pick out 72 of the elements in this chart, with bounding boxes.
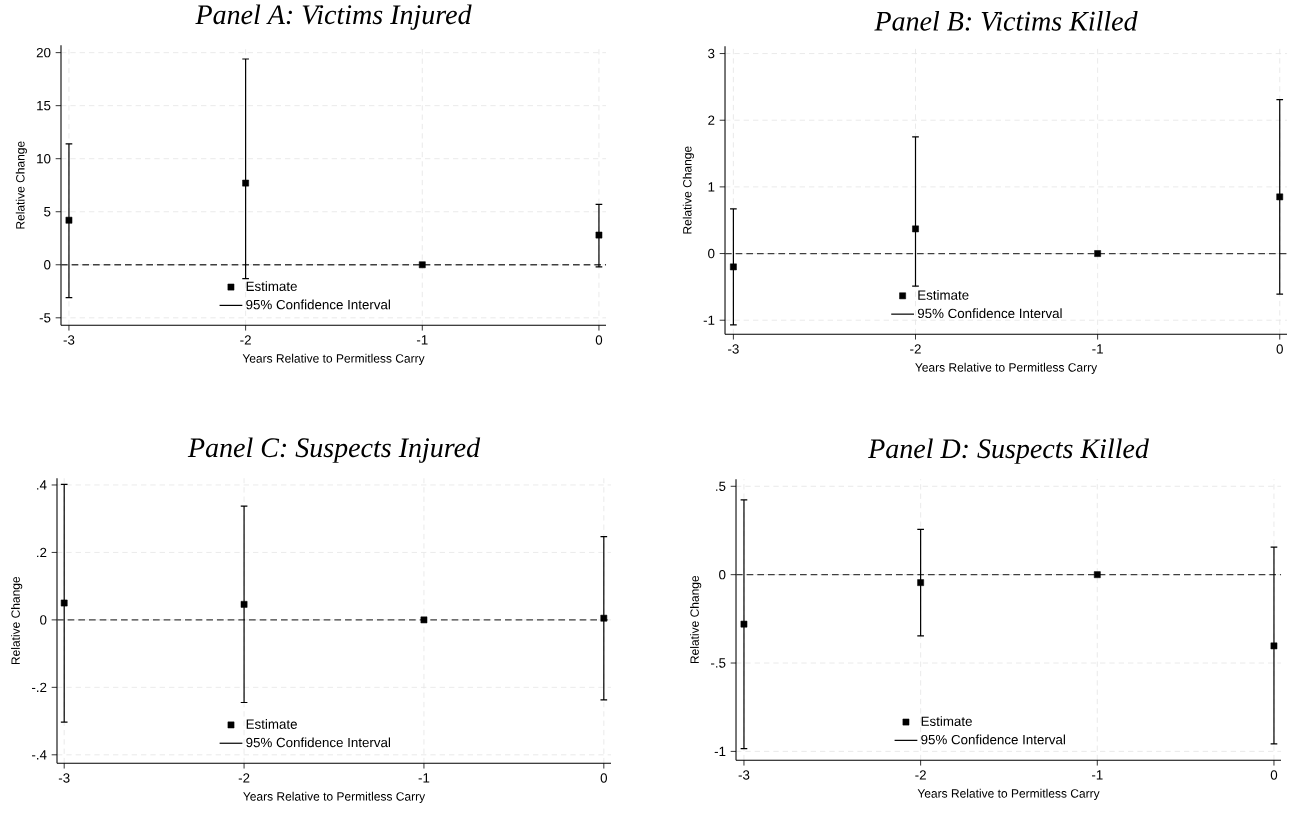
point — [242, 179, 249, 187]
point — [240, 600, 248, 608]
y-tick-label: .4 — [37, 480, 47, 490]
y-tick-label: 15 — [37, 100, 51, 111]
x-axis-title: Years Relative to Permitless Carry — [917, 788, 1100, 800]
x-tick-label: -2 — [238, 773, 250, 783]
x-tick-label: -2 — [915, 770, 926, 780]
point — [60, 599, 68, 607]
point — [65, 216, 73, 224]
y-tick-label: -1 — [703, 315, 715, 325]
legend-label: Estimate — [918, 289, 969, 300]
y-tick-label: 10 — [37, 153, 51, 164]
y-tick-label: 3 — [708, 48, 715, 59]
point — [418, 261, 426, 268]
chart-title: Panel B: Victims Killed — [874, 10, 1138, 31]
y-tick-label: .2 — [37, 547, 47, 557]
y-axis-title: Relative Change — [682, 146, 694, 234]
chart-title: Panel A: Victims Injured — [195, 4, 472, 30]
y-axis-title: Relative Change — [11, 576, 23, 664]
x-axis-title: Years Relative to Permitless Carry — [243, 791, 426, 803]
y-tick-label: -1 — [714, 746, 726, 756]
x-axis-title: Years Relative to Permitless Carry — [915, 362, 1098, 374]
x-tick-label: 0 — [600, 773, 608, 783]
annotation: 95% Confidence Interval — [921, 734, 1065, 745]
chart-title: Panel D: Suspects Killed — [868, 438, 1149, 464]
y-tick-label: -.2 — [31, 682, 47, 692]
y-tick-label: 0 — [40, 615, 47, 625]
x-tick-label: -1 — [416, 335, 428, 345]
point — [1094, 250, 1101, 257]
x-tick-label: 0 — [1270, 770, 1278, 780]
y-axis-title: Relative Change — [690, 575, 702, 663]
y-tick-label: -.5 — [710, 658, 726, 668]
y-tick-label: 0 — [719, 569, 726, 580]
y-tick-label: 0 — [708, 248, 715, 259]
x-tick-label: -3 — [728, 344, 739, 354]
legend-label: Estimate — [246, 281, 297, 291]
y-tick-label: .5 — [716, 481, 726, 491]
point — [917, 579, 924, 586]
x-tick-label: -1 — [418, 773, 430, 783]
x-tick-label: -2 — [240, 335, 251, 345]
y-tick-label: 20 — [36, 47, 51, 58]
point — [595, 231, 603, 239]
point — [1093, 571, 1101, 578]
point — [730, 263, 737, 271]
annotation: 95% Confidence Interval — [917, 308, 1062, 318]
x-tick-label: -3 — [63, 335, 75, 345]
point — [740, 620, 748, 628]
chart-title: Panel C: Suspects Injured — [187, 437, 481, 463]
x-tick-label: -2 — [910, 344, 921, 354]
point — [600, 614, 608, 622]
x-tick-label: -3 — [738, 770, 750, 780]
y-tick-label: -5 — [39, 313, 51, 323]
annotation: 95% Confidence Interval — [246, 299, 390, 310]
x-tick-label: 0 — [595, 335, 603, 345]
x-tick-label: -1 — [1092, 344, 1103, 354]
y-tick-label: 5 — [44, 206, 51, 217]
x-tick-label: -3 — [58, 773, 70, 783]
y-tick-label: 0 — [44, 259, 51, 270]
x-tick-label: 0 — [1276, 344, 1283, 354]
y-axis-title: Relative Change — [15, 141, 27, 229]
x-axis-title: Years Relative to Permitless Carry — [242, 353, 425, 365]
legend-label: Estimate — [246, 718, 297, 729]
point — [1276, 193, 1284, 201]
y-tick-label: 2 — [708, 115, 715, 125]
x-tick-label: -1 — [1091, 770, 1103, 780]
y-tick-label: 1 — [708, 182, 715, 192]
point — [420, 616, 428, 624]
annotation: 95% Confidence Interval — [246, 737, 390, 748]
point — [1270, 642, 1278, 650]
point — [912, 225, 919, 233]
legend-label: Estimate — [921, 716, 972, 726]
y-tick-label: -.4 — [31, 750, 47, 760]
